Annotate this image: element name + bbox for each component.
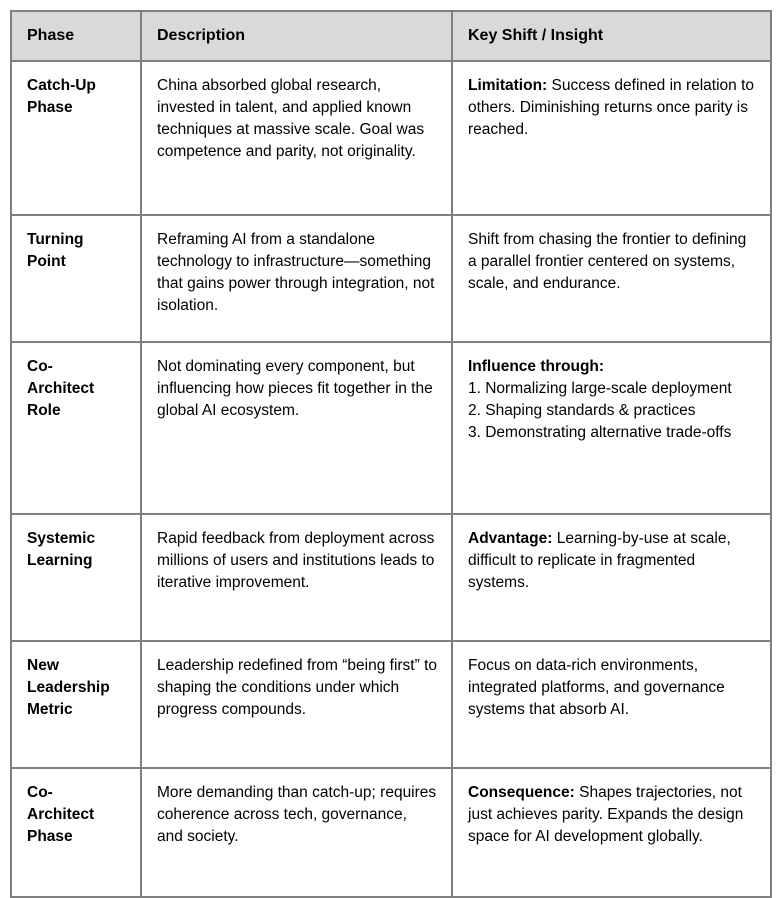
cell-key-shift: Limitation: Success defined in relation … xyxy=(451,60,772,217)
key-shift-label: Influence through: xyxy=(468,358,605,376)
table-row: Co- Architect Phase More demanding than … xyxy=(10,767,772,898)
description-text: Reframing AI from a standalone technolog… xyxy=(157,231,435,315)
cell-phase: Catch-Up Phase xyxy=(10,60,142,217)
cell-key-shift: Focus on data-rich environments, integra… xyxy=(451,640,772,770)
page-root: Phase Description Key Shift / Insight Ca… xyxy=(10,9,772,898)
description-text: Leadership redefined from “being first” … xyxy=(157,657,438,719)
phase-comparison-table: Phase Description Key Shift / Insight Ca… xyxy=(10,9,772,898)
table-row: Turning Point Reframing AI from a standa… xyxy=(10,214,772,344)
cell-phase: Turning Point xyxy=(10,214,142,344)
key-shift-label: Limitation: xyxy=(468,77,548,95)
description-text: Not dominating every component, but infl… xyxy=(157,358,433,420)
cell-phase: Co- Architect Role xyxy=(10,341,142,516)
key-shift-text: Focus on data-rich environments, integra… xyxy=(468,657,725,719)
key-shift-label: Consequence: xyxy=(468,784,575,802)
table-row: Catch-Up Phase China absorbed global res… xyxy=(10,60,772,217)
column-header-phase: Phase xyxy=(10,9,142,63)
table-row: Systemic Learning Rapid feedback from de… xyxy=(10,513,772,643)
table-body: Catch-Up Phase China absorbed global res… xyxy=(10,60,772,898)
table-row: New Leadership Metric Leadership redefin… xyxy=(10,640,772,770)
key-shift-list: 1. Normalizing large-scale deployment 2.… xyxy=(468,380,732,442)
table-header: Phase Description Key Shift / Insight xyxy=(10,9,772,63)
column-header-key-shift: Key Shift / Insight xyxy=(451,9,772,63)
phase-label: Catch-Up Phase xyxy=(27,77,96,117)
key-shift-text: Shift from chasing the frontier to defin… xyxy=(468,231,747,293)
phase-label: New Leadership Metric xyxy=(27,657,110,719)
key-shift-text: Learning-by-use at scale, difficult to r… xyxy=(468,530,731,592)
description-text: China absorbed global research, invested… xyxy=(157,77,425,161)
table-header-row: Phase Description Key Shift / Insight xyxy=(10,9,772,63)
cell-phase: Systemic Learning xyxy=(10,513,142,643)
cell-key-shift: Advantage: Learning-by-use at scale, dif… xyxy=(451,513,772,643)
phase-label: Co- Architect Phase xyxy=(27,784,95,846)
cell-description: Reframing AI from a standalone technolog… xyxy=(140,214,453,344)
column-header-description: Description xyxy=(140,9,453,63)
description-text: More demanding than catch-up; requires c… xyxy=(157,784,437,846)
cell-phase: Co- Architect Phase xyxy=(10,767,142,898)
cell-description: Leadership redefined from “being first” … xyxy=(140,640,453,770)
cell-description: More demanding than catch-up; requires c… xyxy=(140,767,453,898)
table-row: Co- Architect Role Not dominating every … xyxy=(10,341,772,516)
cell-description: Rapid feedback from deployment across mi… xyxy=(140,513,453,643)
key-shift-label: Advantage: xyxy=(468,530,553,548)
cell-key-shift: Influence through: 1. Normalizing large-… xyxy=(451,341,772,516)
phase-label: Turning Point xyxy=(27,231,84,271)
cell-phase: New Leadership Metric xyxy=(10,640,142,770)
description-text: Rapid feedback from deployment across mi… xyxy=(157,530,435,592)
phase-label: Co- Architect Role xyxy=(27,358,95,420)
cell-key-shift: Shift from chasing the frontier to defin… xyxy=(451,214,772,344)
cell-key-shift: Consequence: Shapes trajectories, not ju… xyxy=(451,767,772,898)
cell-description: Not dominating every component, but infl… xyxy=(140,341,453,516)
cell-description: China absorbed global research, invested… xyxy=(140,60,453,217)
key-shift-text: Success defined in relation to others. D… xyxy=(468,77,755,139)
phase-label: Systemic Learning xyxy=(27,530,96,570)
